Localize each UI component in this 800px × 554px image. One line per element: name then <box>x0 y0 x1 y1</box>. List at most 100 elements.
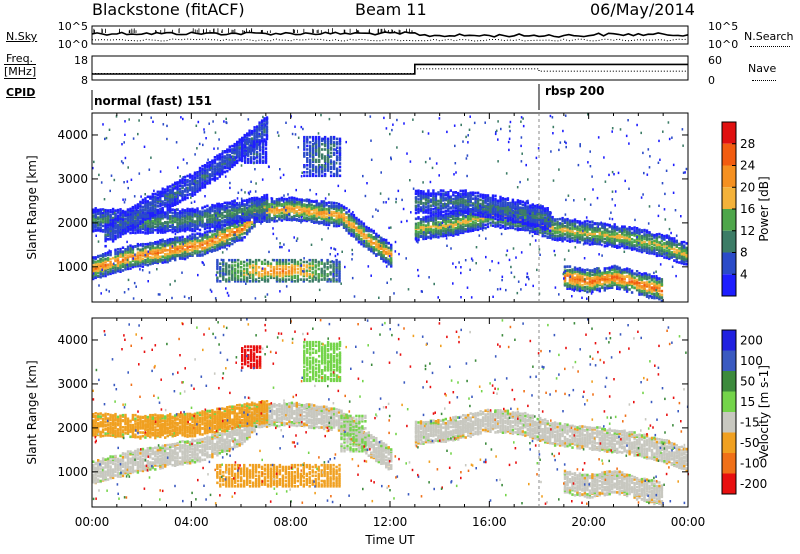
heat-cell <box>226 208 229 212</box>
heat-cell <box>109 252 112 255</box>
heat-cell <box>183 251 187 255</box>
heat-cell <box>134 209 137 212</box>
heat-cell <box>208 173 212 176</box>
heat-cell <box>616 246 619 249</box>
heat-cell <box>663 242 666 245</box>
heat-cell <box>322 204 326 208</box>
heat-cell <box>653 233 656 237</box>
heat-cell <box>474 215 477 219</box>
heat-cell <box>548 233 552 237</box>
heat-cell <box>258 129 261 132</box>
heat-cell <box>275 198 279 201</box>
heat-cell <box>385 257 388 260</box>
heat-cell <box>99 260 102 263</box>
heat-cell <box>216 243 219 246</box>
heat-cell <box>352 229 356 232</box>
heat-cell <box>101 219 105 223</box>
heat-cell <box>606 223 609 226</box>
heat-cell <box>196 250 199 253</box>
heat-cell <box>231 218 234 222</box>
heat-cell <box>253 132 256 136</box>
heat-cell <box>174 238 177 241</box>
noise-left-tick: 10^5 <box>58 20 88 33</box>
heat-cell <box>588 220 592 224</box>
heat-cell <box>233 207 236 211</box>
heat-cell <box>611 232 614 235</box>
heat-cell <box>119 260 122 264</box>
heat-cell <box>258 203 261 206</box>
heat-cell <box>442 214 445 217</box>
heat-cell <box>342 226 346 229</box>
heat-cell <box>216 171 219 174</box>
heat-cell <box>417 235 420 238</box>
heat-cell <box>206 215 209 218</box>
heat-cell <box>419 191 423 195</box>
heat-cell <box>144 223 147 227</box>
heat-cell <box>628 241 631 244</box>
heat-cell <box>116 250 120 254</box>
heat-cell <box>452 221 455 224</box>
heat-cell <box>437 212 440 216</box>
heat-cell <box>211 243 214 247</box>
heat-cell <box>221 204 224 208</box>
heat-cell <box>327 223 331 227</box>
heat-cell <box>459 228 462 231</box>
heat-cell <box>243 216 246 220</box>
heat-cell <box>186 183 189 186</box>
heat-cell <box>208 176 212 179</box>
heat-cell <box>516 228 520 232</box>
heat-cell <box>628 228 631 232</box>
heat-cell <box>583 222 587 226</box>
heat-cell <box>176 215 179 218</box>
heat-cell <box>422 223 425 227</box>
heat-cell <box>335 216 338 220</box>
heat-cell <box>136 259 140 263</box>
heat-cell <box>218 222 221 225</box>
heat-cell <box>236 206 239 210</box>
heat-cell <box>228 164 231 168</box>
heat-cell <box>380 256 383 259</box>
heat-cell <box>223 236 226 240</box>
heat-cell <box>633 229 636 232</box>
heat-cell <box>258 138 261 142</box>
heat-cell <box>111 233 115 236</box>
heat-cell <box>327 209 331 213</box>
heat-cell <box>680 257 683 260</box>
heat-cell <box>241 230 244 234</box>
heat-cell <box>588 227 592 230</box>
heat-cell <box>136 256 140 260</box>
heat-cell <box>201 175 204 179</box>
heat-cell <box>255 219 259 222</box>
heat-cell <box>193 212 197 216</box>
heat-cell <box>588 243 592 246</box>
heat-cell <box>305 203 308 207</box>
heat-cell <box>260 212 264 215</box>
heat-cell <box>365 228 368 232</box>
heat-cell <box>203 236 207 239</box>
heat-cell <box>476 224 480 228</box>
heat-cell <box>169 254 172 258</box>
heat-cell <box>581 221 584 225</box>
heat-cell <box>665 254 669 258</box>
heat-cell <box>250 199 254 203</box>
heat-cell <box>469 211 472 215</box>
heat-cell <box>201 253 204 256</box>
heat-cell <box>452 212 455 216</box>
heat-cell <box>233 220 236 223</box>
heat-cell <box>444 215 447 218</box>
heat-cell <box>203 172 207 175</box>
heat-cell <box>640 245 644 249</box>
heat-cell <box>308 201 311 204</box>
heat-cell <box>308 198 311 202</box>
heat-cell <box>583 238 587 242</box>
heat-cell <box>365 227 368 231</box>
heat-cell <box>561 234 564 237</box>
heat-cell <box>136 218 140 222</box>
heat-cell <box>432 202 435 205</box>
heat-cell <box>236 230 239 233</box>
heat-cell <box>628 232 631 235</box>
heat-cell <box>593 237 596 240</box>
heat-cell <box>387 241 390 245</box>
heat-cell <box>223 206 226 210</box>
heat-cell <box>206 245 209 249</box>
